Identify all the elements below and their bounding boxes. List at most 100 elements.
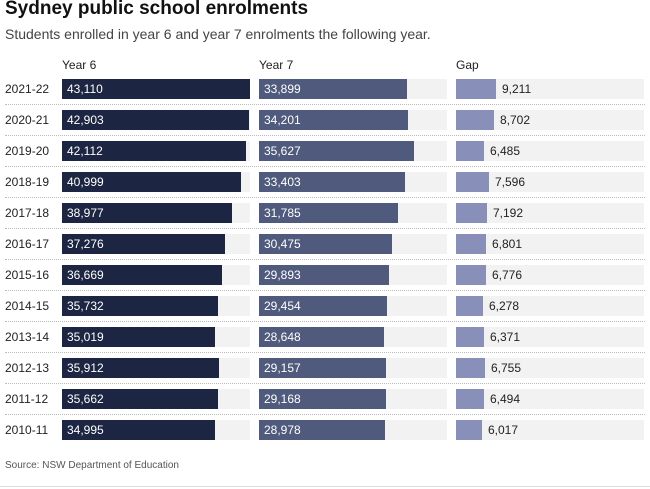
bar-track: 35,627 xyxy=(259,141,447,161)
bar-gap xyxy=(456,110,494,130)
data-label: 6,801 xyxy=(492,237,523,251)
data-label: 7,192 xyxy=(493,206,524,220)
data-label: 31,785 xyxy=(264,206,301,220)
bar-gap xyxy=(456,327,484,347)
bar-track: 36,669 xyxy=(62,265,250,285)
bar-track: 35,912 xyxy=(62,358,250,378)
chart-title: Sydney public school enrolments xyxy=(5,0,309,19)
bar-track: 34,201 xyxy=(259,110,447,130)
bar-track: 6,801 xyxy=(456,234,644,254)
bar-track: 29,157 xyxy=(259,358,447,378)
bar-gap xyxy=(456,234,486,254)
bar-year-7 xyxy=(259,141,414,161)
data-label: 33,403 xyxy=(264,175,301,189)
bar-gap xyxy=(456,296,483,316)
bar-gap xyxy=(456,420,482,440)
bar-track: 40,999 xyxy=(62,172,250,192)
data-label: 38,977 xyxy=(67,206,104,220)
row-divider xyxy=(5,414,645,415)
column-header-gap: Gap xyxy=(456,58,479,72)
bar-track: 35,732 xyxy=(62,296,250,316)
bar-track: 6,278 xyxy=(456,296,644,316)
bottom-divider xyxy=(0,486,650,487)
category-label: 2010-11 xyxy=(5,423,49,437)
category-label: 2013-14 xyxy=(5,330,50,344)
data-label: 42,903 xyxy=(67,113,104,127)
data-label: 6,494 xyxy=(490,392,521,406)
data-label: 29,157 xyxy=(264,361,301,375)
row-divider xyxy=(5,104,645,105)
category-label: 2015-16 xyxy=(5,268,50,282)
data-label: 6,278 xyxy=(489,299,520,313)
bar-track: 6,755 xyxy=(456,358,644,378)
row-divider xyxy=(5,166,645,167)
row-divider xyxy=(5,259,645,260)
category-label: 2020-21 xyxy=(5,113,50,127)
bar-track: 6,494 xyxy=(456,389,644,409)
row-divider xyxy=(5,197,645,198)
chart-row: 2021-22 43,110 33,899 9,211 xyxy=(0,79,650,110)
data-label: 33,899 xyxy=(264,82,301,96)
bar-track: 7,192 xyxy=(456,203,644,223)
data-label: 42,112 xyxy=(67,144,103,158)
data-label: 35,912 xyxy=(67,361,104,375)
bar-track: 6,371 xyxy=(456,327,644,347)
column-header-year7: Year 7 xyxy=(259,58,294,72)
data-label: 29,168 xyxy=(264,392,301,406)
bar-track: 34,995 xyxy=(62,420,250,440)
category-label: 2014-15 xyxy=(5,299,50,313)
data-label: 40,999 xyxy=(67,175,104,189)
chart-row: 2020-21 42,903 34,201 8,702 xyxy=(0,104,650,141)
bar-track: 30,475 xyxy=(259,234,447,254)
bar-track: 28,978 xyxy=(259,420,447,440)
chart-row: 2016-17 37,276 30,475 6,801 xyxy=(0,228,650,265)
data-label: 34,201 xyxy=(264,113,301,127)
data-label: 37,276 xyxy=(67,237,104,251)
bar-year-7 xyxy=(259,296,387,316)
chart-row: 2010-11 34,995 28,978 6,017 xyxy=(0,414,650,451)
chart-subtitle: Students enrolled in year 6 and year 7 e… xyxy=(5,26,431,42)
bar-year-7 xyxy=(259,358,386,378)
bar-year-7 xyxy=(259,110,408,130)
bar-track: 43,110 xyxy=(62,79,250,99)
data-label: 29,893 xyxy=(264,268,301,282)
bar-year-7 xyxy=(259,389,386,409)
row-divider xyxy=(5,321,645,322)
data-label: 28,648 xyxy=(264,330,301,344)
bar-year-6 xyxy=(62,420,215,440)
data-label: 6,755 xyxy=(491,361,522,375)
bar-year-7 xyxy=(259,172,405,192)
data-label: 6,371 xyxy=(490,330,521,344)
chart-row: 2015-16 36,669 29,893 6,776 xyxy=(0,259,650,296)
bar-year-6 xyxy=(62,110,249,130)
data-label: 34,995 xyxy=(67,423,104,437)
row-divider xyxy=(5,383,645,384)
bar-year-6 xyxy=(62,265,222,285)
data-label: 28,978 xyxy=(264,423,301,437)
data-label: 6,485 xyxy=(490,144,521,158)
bar-year-7 xyxy=(259,79,407,99)
bar-year-6 xyxy=(62,296,218,316)
data-label: 7,596 xyxy=(495,175,526,189)
bar-gap xyxy=(456,141,484,161)
bar-year-7 xyxy=(259,265,389,285)
bar-track: 9,211 xyxy=(456,79,644,99)
category-label: 2017-18 xyxy=(5,206,50,220)
bar-year-6 xyxy=(62,234,225,254)
bar-track: 29,168 xyxy=(259,389,447,409)
bar-year-6 xyxy=(62,389,218,409)
column-header-year6: Year 6 xyxy=(62,58,97,72)
bar-track: 33,403 xyxy=(259,172,447,192)
data-label: 35,662 xyxy=(67,392,104,406)
data-label: 35,019 xyxy=(67,330,104,344)
data-label: 35,732 xyxy=(67,299,104,313)
bar-track: 29,893 xyxy=(259,265,447,285)
source-note: Source: NSW Department of Education xyxy=(5,460,179,471)
bar-track: 37,276 xyxy=(62,234,250,254)
category-label: 2016-17 xyxy=(5,237,50,251)
category-label: 2019-20 xyxy=(5,144,50,158)
bar-track: 7,596 xyxy=(456,172,644,192)
data-label: 30,475 xyxy=(264,237,301,251)
bar-track: 28,648 xyxy=(259,327,447,347)
row-divider xyxy=(5,352,645,353)
